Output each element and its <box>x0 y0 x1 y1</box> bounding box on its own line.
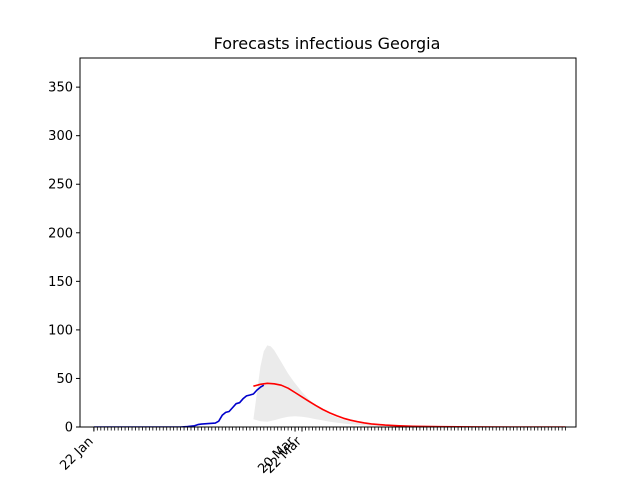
forecast-interval-band <box>253 345 566 427</box>
plot-series <box>93 345 566 427</box>
plot-area <box>93 345 566 427</box>
y-tick-label: 350 <box>48 81 73 96</box>
y-tick-label: 250 <box>48 178 73 193</box>
y-tick-label: 200 <box>48 226 73 241</box>
y-tick-label: 50 <box>56 372 73 387</box>
y-tick-label: 0 <box>65 421 73 436</box>
observed-line <box>93 384 265 427</box>
plot-frame <box>79 57 577 428</box>
y-tick-label: 300 <box>48 129 73 144</box>
x-tick-label: 22 Jan <box>57 434 96 473</box>
forecast-line <box>253 382 566 427</box>
chart-title: Forecasts infectious Georgia <box>214 34 441 53</box>
y-tick-label: 150 <box>48 275 73 290</box>
y-tick-label: 100 <box>48 323 73 338</box>
